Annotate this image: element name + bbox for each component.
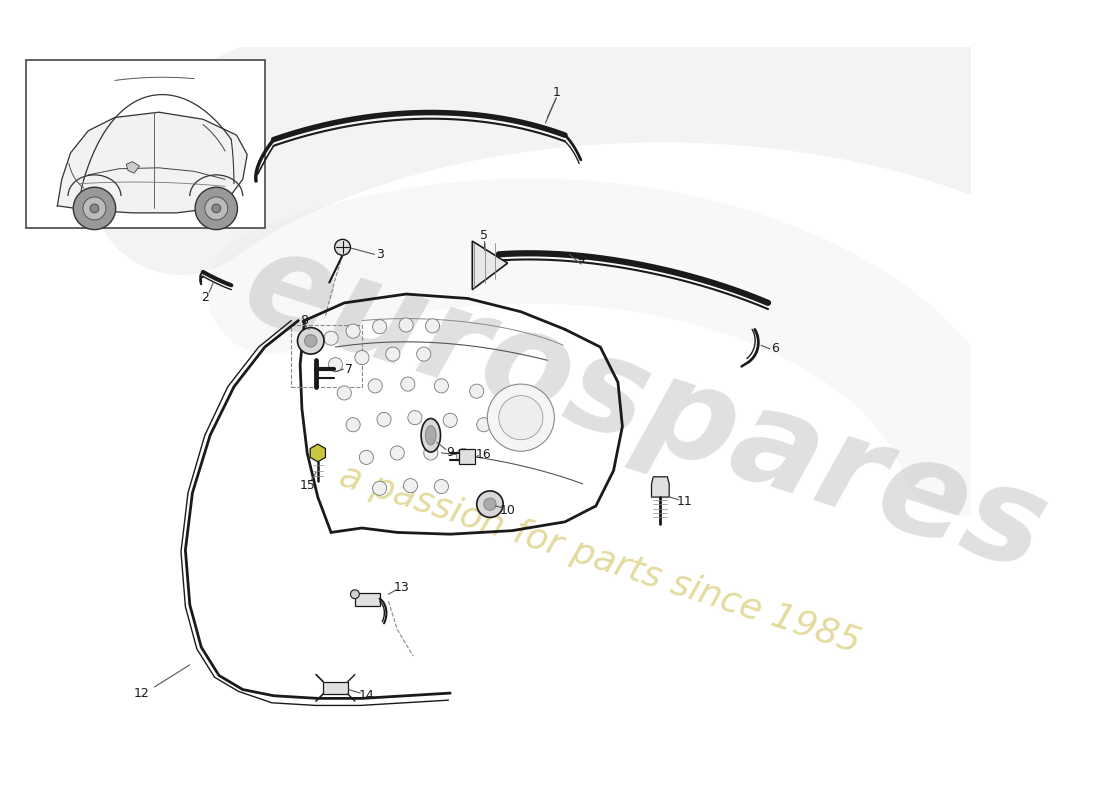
Circle shape	[434, 379, 449, 393]
Text: 2: 2	[201, 291, 209, 304]
Text: 12: 12	[133, 686, 150, 699]
Text: 8: 8	[300, 314, 309, 327]
Circle shape	[324, 331, 338, 346]
Circle shape	[82, 197, 106, 220]
Circle shape	[390, 446, 405, 460]
Polygon shape	[651, 477, 669, 497]
Text: 6: 6	[771, 342, 779, 355]
Circle shape	[329, 358, 342, 372]
Circle shape	[373, 482, 387, 495]
Circle shape	[498, 395, 543, 440]
Text: 9: 9	[447, 446, 454, 459]
Circle shape	[399, 318, 414, 332]
Circle shape	[426, 318, 440, 333]
Circle shape	[334, 239, 351, 255]
Circle shape	[195, 187, 238, 230]
Circle shape	[408, 410, 422, 425]
Text: 4: 4	[576, 252, 585, 266]
Circle shape	[74, 187, 116, 230]
Text: 14: 14	[359, 690, 374, 702]
Circle shape	[404, 478, 418, 493]
Circle shape	[476, 491, 503, 518]
Circle shape	[456, 449, 471, 462]
Circle shape	[338, 386, 351, 400]
Bar	[355, 594, 380, 606]
Bar	[292, 325, 362, 386]
Circle shape	[417, 347, 431, 361]
Circle shape	[346, 418, 360, 432]
Text: 3: 3	[376, 248, 384, 261]
Circle shape	[355, 350, 368, 365]
Circle shape	[484, 498, 496, 510]
Circle shape	[368, 379, 383, 393]
Text: 13: 13	[394, 581, 409, 594]
Circle shape	[205, 197, 228, 220]
Circle shape	[346, 324, 360, 338]
Circle shape	[487, 384, 554, 451]
Circle shape	[470, 384, 484, 398]
Text: 10: 10	[499, 504, 516, 517]
Bar	[323, 682, 348, 694]
Circle shape	[373, 320, 387, 334]
Text: a passion for parts since 1985: a passion for parts since 1985	[336, 458, 865, 659]
Ellipse shape	[426, 426, 436, 445]
Circle shape	[377, 412, 392, 426]
Bar	[459, 450, 475, 463]
Circle shape	[476, 418, 491, 432]
Circle shape	[443, 414, 458, 427]
Circle shape	[305, 334, 317, 347]
Circle shape	[297, 328, 324, 354]
Text: 5: 5	[480, 230, 487, 242]
Text: eurospares: eurospares	[228, 219, 1062, 598]
Circle shape	[351, 590, 360, 598]
Circle shape	[90, 204, 99, 213]
Circle shape	[386, 347, 400, 361]
Circle shape	[400, 377, 415, 391]
Text: 11: 11	[676, 495, 692, 508]
Text: 16: 16	[476, 448, 492, 462]
Circle shape	[360, 450, 373, 465]
Polygon shape	[126, 162, 140, 173]
Circle shape	[212, 204, 221, 213]
Polygon shape	[472, 241, 507, 290]
Polygon shape	[57, 112, 248, 213]
Text: 7: 7	[344, 362, 353, 376]
Circle shape	[424, 446, 438, 460]
Bar	[26, 60, 265, 228]
Circle shape	[434, 479, 449, 494]
Text: 1: 1	[552, 86, 560, 99]
Text: 15: 15	[299, 479, 316, 492]
Ellipse shape	[421, 418, 440, 452]
